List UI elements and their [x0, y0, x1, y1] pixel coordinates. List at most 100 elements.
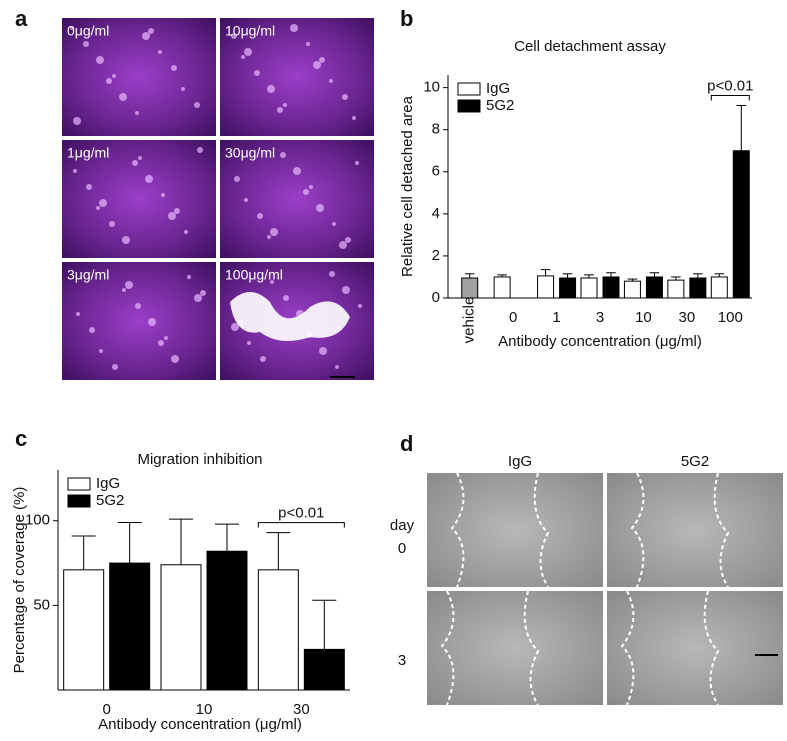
- cell-spot: [112, 74, 116, 78]
- cell-spot: [125, 281, 133, 289]
- legend-swatch: [67, 494, 91, 508]
- bar: [160, 564, 202, 691]
- cell-spot: [106, 78, 112, 84]
- cell-spot: [194, 294, 202, 302]
- cell-spot: [313, 61, 321, 69]
- image-label: 0μg/ml: [67, 23, 109, 39]
- cell-spot: [306, 42, 310, 46]
- panel-label: a: [15, 6, 28, 31]
- scratch-image: [607, 591, 783, 705]
- cell-spot: [339, 241, 347, 249]
- image-label: 1μg/ml: [67, 145, 109, 161]
- cell-spot: [342, 286, 350, 294]
- cell-spot: [138, 156, 142, 160]
- y-tick-label: 10: [423, 79, 440, 96]
- bar: [580, 277, 598, 299]
- x-tick-label: 0: [102, 701, 110, 718]
- wound-edge: [450, 472, 465, 588]
- cell-spot: [247, 341, 251, 345]
- y-tick-label: 6: [432, 163, 440, 180]
- cell-spot: [99, 349, 103, 353]
- cell-spot: [277, 107, 283, 113]
- cell-spot: [171, 65, 177, 71]
- micrograph: [62, 262, 216, 380]
- row-title: day: [390, 517, 415, 534]
- x-tick-label: 30: [293, 701, 310, 718]
- bar: [645, 276, 663, 299]
- cell-spot: [293, 167, 301, 175]
- cell-spot: [73, 169, 77, 173]
- cell-spot: [352, 116, 356, 120]
- bar: [559, 277, 577, 299]
- bar: [689, 277, 707, 299]
- wound-edge: [713, 472, 730, 588]
- cell-spot: [267, 235, 271, 239]
- bar: [206, 550, 248, 691]
- bar: [710, 276, 728, 299]
- y-tick-label: 50: [33, 596, 50, 613]
- cell-spot: [158, 50, 162, 54]
- x-tick-label: 100: [718, 309, 743, 326]
- cell-spot: [254, 70, 260, 76]
- scratch-image: [427, 591, 603, 705]
- cell-spot: [89, 327, 95, 333]
- cell-spot: [194, 102, 200, 108]
- chart-title: Cell detachment assay: [514, 38, 666, 55]
- x-tick-label: 10: [635, 309, 652, 326]
- cell-spot: [76, 312, 80, 316]
- legend-swatch: [457, 99, 481, 113]
- cell-spot: [174, 208, 180, 214]
- cell-spot: [358, 304, 362, 308]
- panel-label: b: [400, 6, 413, 31]
- cell-spot: [303, 189, 309, 195]
- row-label: 3: [398, 652, 406, 669]
- cell-spot: [135, 111, 139, 115]
- cell-spot: [345, 237, 351, 243]
- cell-spot: [83, 41, 89, 47]
- y-tick-label: 8: [432, 121, 440, 138]
- cell-spot: [135, 303, 141, 309]
- scratch-image: [607, 473, 783, 587]
- bar: [667, 279, 685, 299]
- legend-label: 5G2: [96, 492, 124, 509]
- cell-spot: [316, 204, 324, 212]
- y-axis-label: Percentage of coverage (%): [11, 487, 28, 674]
- cell-spot: [187, 275, 191, 279]
- cell-spot: [109, 221, 115, 227]
- cell-spot: [168, 212, 176, 220]
- wound-edge: [620, 590, 635, 706]
- cell-spot: [112, 364, 118, 370]
- cell-spot: [319, 57, 325, 63]
- bar: [461, 277, 479, 299]
- cell-spot: [231, 323, 239, 331]
- image-label: 100μg/ml: [225, 267, 283, 283]
- micrograph: [62, 18, 216, 136]
- cell-spot: [283, 103, 287, 107]
- cell-spot: [319, 347, 327, 355]
- cell-spot: [332, 222, 336, 226]
- bar: [257, 569, 299, 691]
- cell-spot: [171, 355, 179, 363]
- y-tick-label: 100: [25, 512, 50, 529]
- cell-spot: [290, 24, 298, 32]
- cell-spot: [86, 184, 92, 190]
- scratch-grid: IgG 5G2 day 0 3: [390, 453, 783, 706]
- wound-edge: [533, 472, 550, 588]
- cell-spot: [283, 295, 289, 301]
- cell-spot: [342, 94, 348, 100]
- cell-spot: [184, 230, 188, 234]
- bar: [63, 569, 105, 691]
- cell-spot: [164, 336, 168, 340]
- cell-spot: [119, 93, 127, 101]
- cell-spot: [132, 160, 138, 166]
- image-label: 30μg/ml: [225, 145, 275, 161]
- cell-spot: [257, 213, 263, 219]
- cell-spot: [197, 147, 203, 153]
- column-label: 5G2: [681, 453, 709, 470]
- x-tick-label: 10: [196, 701, 213, 718]
- bar: [623, 280, 641, 299]
- cell-spot: [145, 175, 153, 183]
- bar: [602, 276, 620, 299]
- cell-spot: [148, 318, 156, 326]
- cell-spot: [270, 228, 278, 236]
